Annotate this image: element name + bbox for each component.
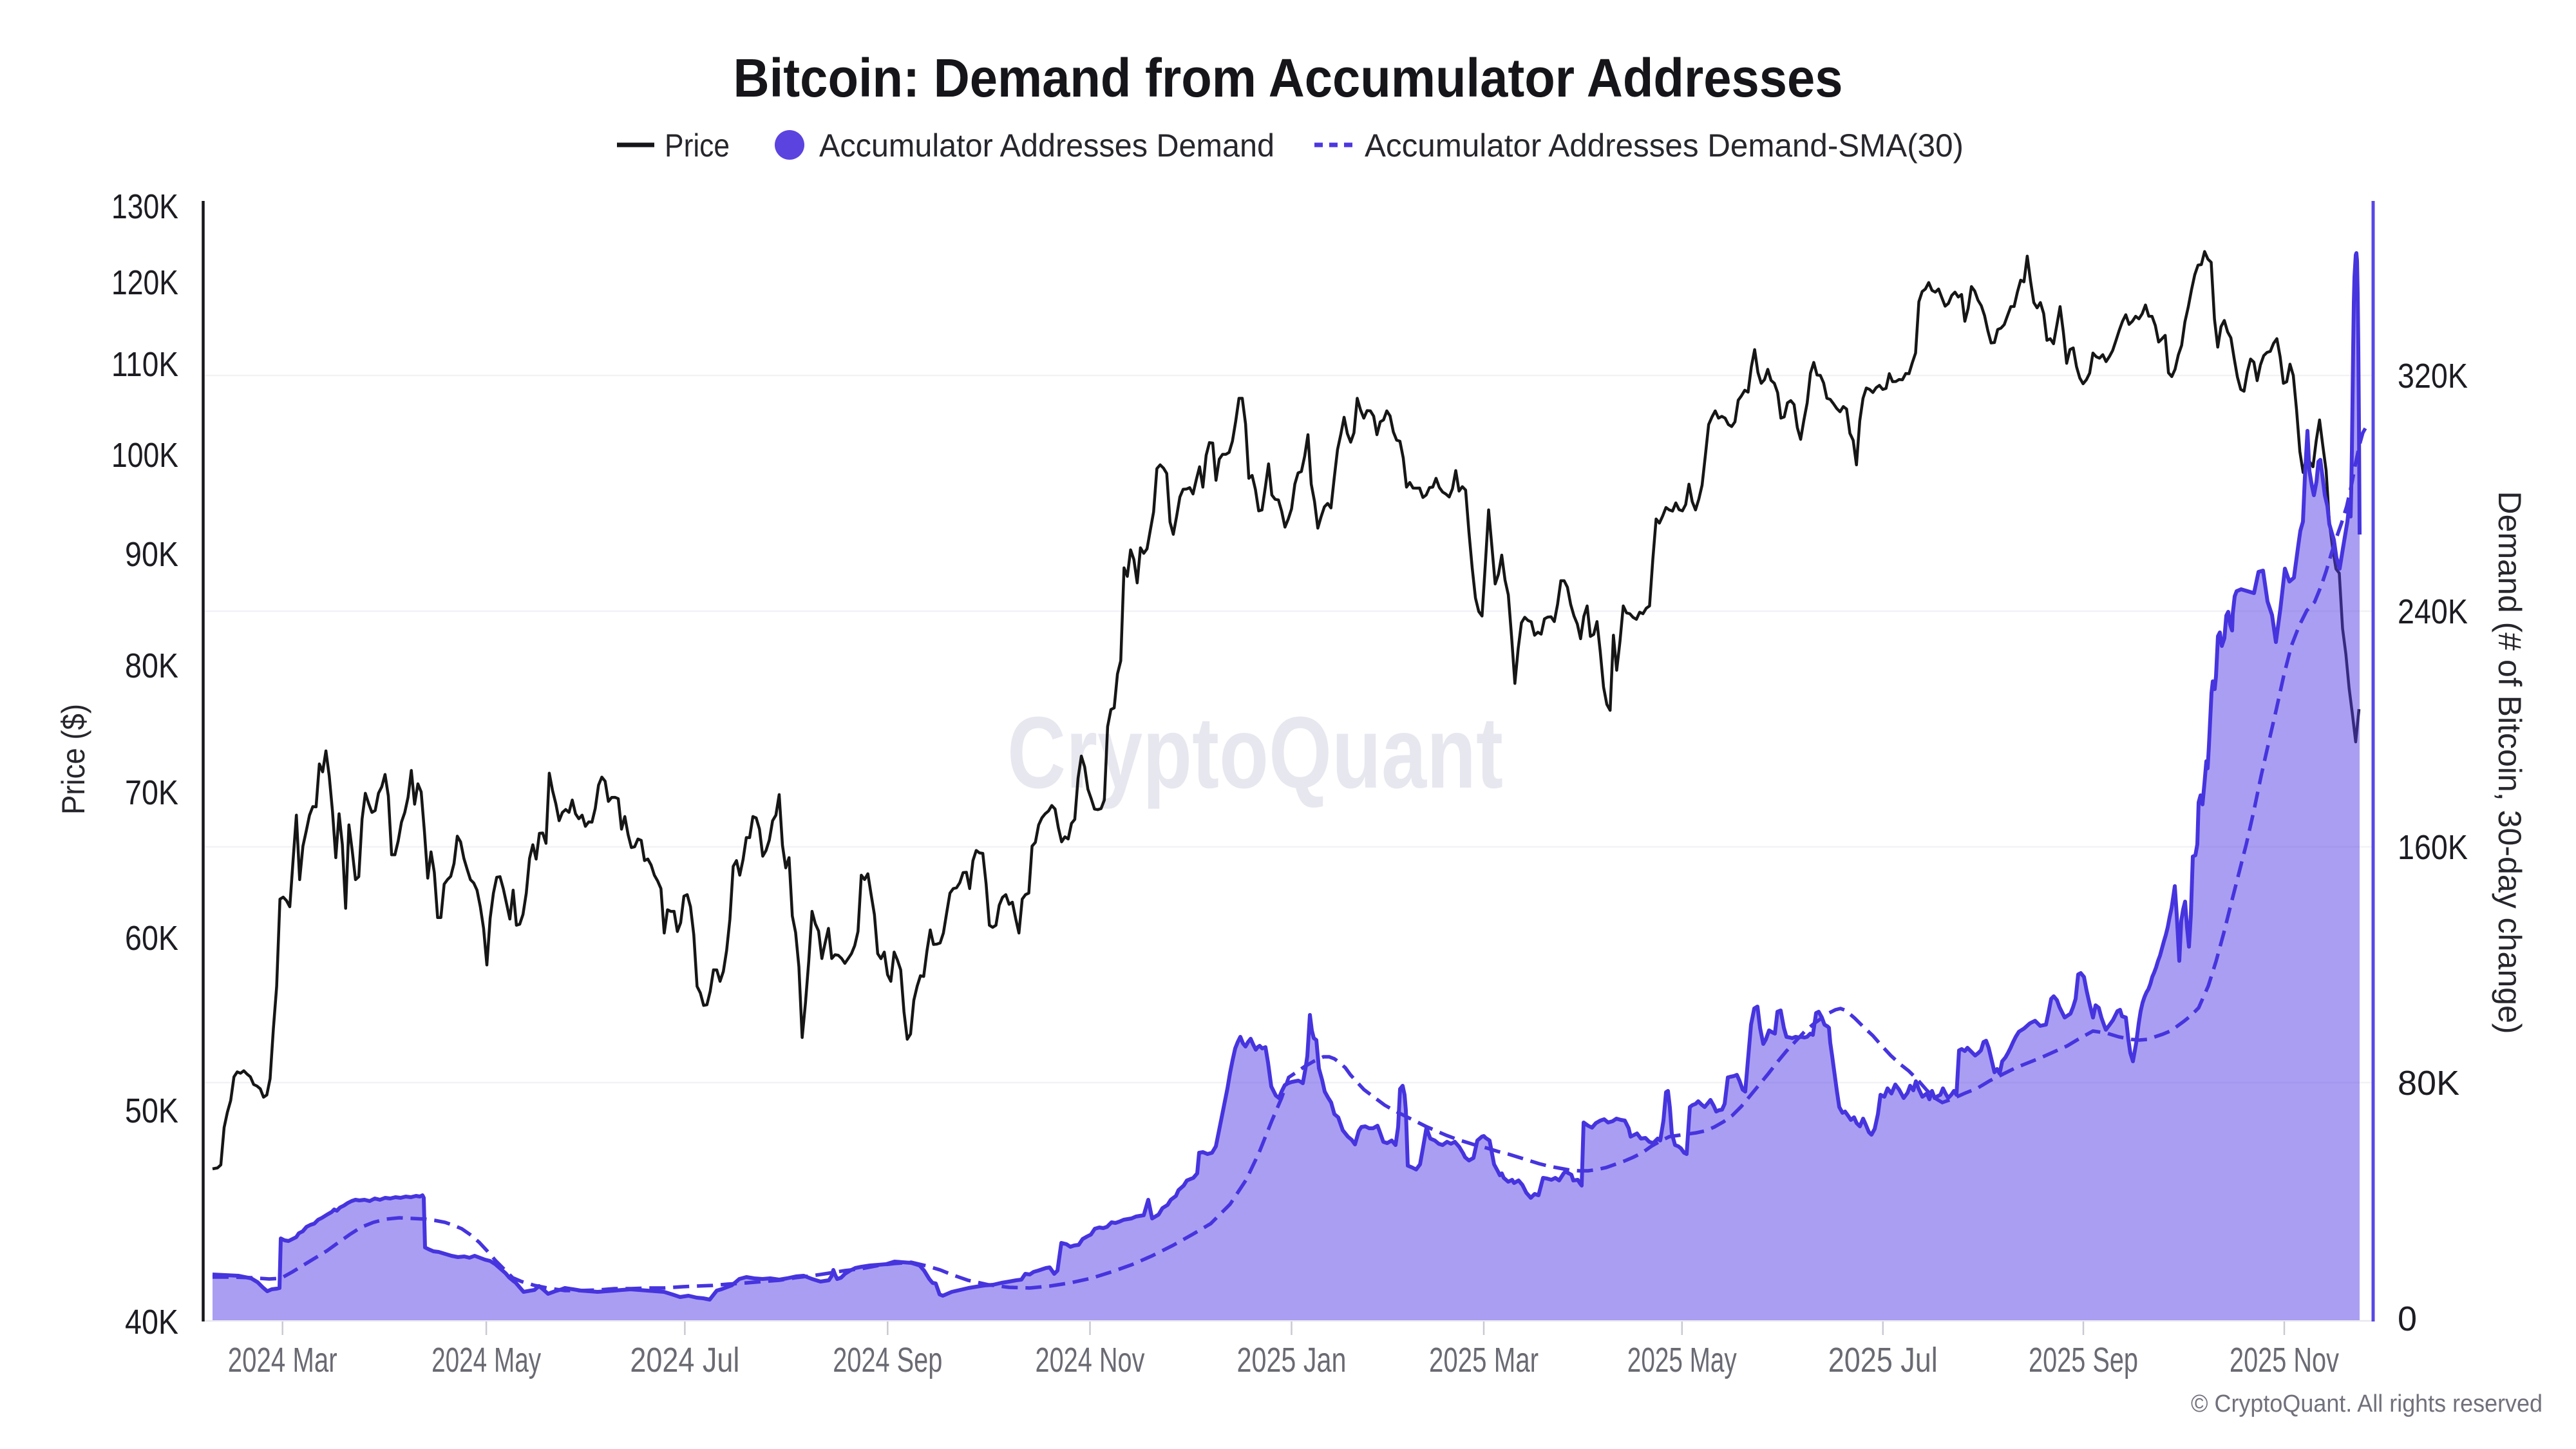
svg-text:90K: 90K — [125, 535, 178, 574]
svg-text:2024 Mar: 2024 Mar — [228, 1341, 337, 1379]
svg-text:240K: 240K — [2398, 592, 2468, 631]
svg-text:320K: 320K — [2398, 357, 2468, 395]
svg-text:Price ($): Price ($) — [55, 704, 91, 815]
svg-text:Demand (# of Bitcoin, 30-day c: Demand (# of Bitcoin, 30-day change) — [2492, 491, 2528, 1034]
svg-text:2025 Jan: 2025 Jan — [1237, 1341, 1347, 1379]
svg-text:60K: 60K — [125, 919, 178, 958]
svg-text:© CryptoQuant. All rights rese: © CryptoQuant. All rights reserved — [2191, 1390, 2543, 1417]
svg-text:Accumulator Addresses Demand-S: Accumulator Addresses Demand-SMA(30) — [1365, 128, 1964, 164]
svg-text:2025 Jul: 2025 Jul — [1828, 1341, 1938, 1379]
svg-text:80K: 80K — [125, 647, 178, 685]
svg-text:CryptoQuant: CryptoQuant — [1007, 696, 1503, 810]
svg-text:2025 Nov: 2025 Nov — [2230, 1341, 2339, 1379]
svg-text:110K: 110K — [111, 345, 178, 384]
svg-text:100K: 100K — [111, 436, 178, 475]
svg-text:160K: 160K — [2398, 828, 2468, 867]
svg-text:2025 Mar: 2025 Mar — [1429, 1341, 1539, 1379]
svg-text:Price: Price — [665, 128, 730, 164]
svg-text:80K: 80K — [2398, 1064, 2459, 1103]
svg-text:2024 Nov: 2024 Nov — [1036, 1341, 1145, 1379]
svg-text:Accumulator Addresses Demand: Accumulator Addresses Demand — [819, 128, 1274, 164]
svg-text:130K: 130K — [111, 187, 178, 226]
svg-text:2024 May: 2024 May — [431, 1341, 541, 1379]
svg-text:2025 Sep: 2025 Sep — [2029, 1341, 2138, 1379]
svg-text:0: 0 — [2398, 1300, 2417, 1338]
svg-text:2025 May: 2025 May — [1627, 1341, 1737, 1379]
svg-text:120K: 120K — [111, 263, 178, 302]
svg-text:Bitcoin: Demand from Accumulat: Bitcoin: Demand from Accumulator Address… — [734, 48, 1843, 108]
svg-text:70K: 70K — [125, 773, 178, 812]
svg-text:2024 Jul: 2024 Jul — [630, 1341, 739, 1379]
svg-text:2024 Sep: 2024 Sep — [833, 1341, 942, 1379]
svg-text:40K: 40K — [125, 1303, 178, 1341]
svg-text:50K: 50K — [125, 1092, 178, 1130]
